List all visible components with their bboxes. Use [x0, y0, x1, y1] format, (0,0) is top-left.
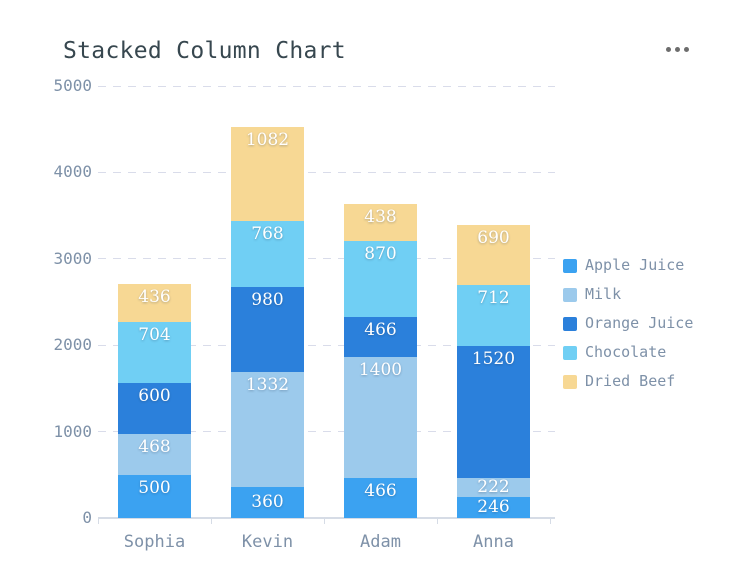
bar-segment-milk-anna[interactable]: 222	[457, 476, 530, 497]
value-label: 500	[138, 477, 171, 498]
bar-segment-orange-juice-adam[interactable]: 466	[344, 316, 417, 357]
ellipsis-icon	[683, 46, 689, 52]
value-label: 246	[477, 496, 510, 517]
legend-label: Milk	[585, 285, 622, 303]
x-axis-line	[98, 517, 555, 519]
legend-swatch	[563, 287, 577, 302]
ellipsis-icon	[674, 46, 680, 52]
gridline-2000	[98, 344, 555, 346]
value-label: 870	[364, 244, 397, 265]
y-axis-label: 4000	[53, 162, 92, 182]
value-label: 1332	[245, 374, 290, 395]
chart-legend: Apple Juice Milk Orange Juice Chocolate Drie…	[563, 258, 693, 403]
value-label: 1082	[245, 130, 290, 151]
bar-segment-orange-juice-anna[interactable]: 1520	[457, 346, 530, 478]
x-axis-label-anna: Anna	[473, 532, 514, 552]
value-label: 360	[251, 491, 284, 512]
value-label: 222	[477, 476, 510, 497]
value-label: 436	[138, 287, 171, 308]
bar-segment-apple-juice-adam[interactable]: 466	[344, 477, 417, 518]
bar-segment-apple-juice-anna[interactable]: 246	[457, 496, 530, 518]
value-label: 438	[364, 206, 397, 227]
legend-item-milk[interactable]: Milk	[563, 287, 693, 302]
x-axis-label-adam: Adam	[360, 532, 401, 552]
legend-label: Orange Juice	[585, 314, 694, 332]
legend-item-orange-juice[interactable]: Orange Juice	[563, 316, 693, 331]
value-label: 768	[251, 223, 284, 244]
y-axis-label: 2000	[53, 335, 92, 355]
x-axis-tick	[98, 518, 99, 524]
value-label: 466	[364, 319, 397, 340]
value-label: 466	[364, 480, 397, 501]
value-label: 600	[138, 385, 171, 406]
value-label: 704	[138, 324, 171, 345]
value-label: 980	[251, 290, 284, 311]
value-label: 468	[138, 437, 171, 458]
bar-segment-chocolate-adam[interactable]: 870	[344, 241, 417, 317]
bar-segment-milk-kevin[interactable]: 1332	[231, 371, 304, 487]
bar-segment-chocolate-sophia[interactable]: 704	[118, 321, 191, 383]
legend-swatch	[563, 374, 577, 389]
bar-segment-dried-beef-kevin[interactable]: 1082	[231, 127, 304, 221]
x-axis-label-kevin: Kevin	[241, 532, 294, 552]
legend-swatch	[563, 258, 577, 273]
value-label: 712	[477, 287, 510, 308]
bar-segment-chocolate-anna[interactable]: 712	[457, 284, 530, 347]
x-axis-tick	[211, 518, 212, 524]
ellipsis-icon	[665, 46, 671, 52]
bar-segment-chocolate-kevin[interactable]: 768	[231, 220, 304, 288]
x-axis-label-sophia: Sophia	[123, 532, 186, 552]
bar-segment-apple-juice-sophia[interactable]: 500	[118, 474, 191, 518]
y-axis-label: 3000	[53, 248, 92, 268]
legend-swatch	[563, 345, 577, 360]
legend-item-chocolate[interactable]: Chocolate	[563, 345, 693, 360]
legend-item-dried-beef[interactable]: Dried Beef	[563, 374, 693, 389]
y-axis-label: 0	[82, 508, 92, 527]
x-axis-tick	[324, 518, 325, 524]
bar-segment-apple-juice-kevin[interactable]: 360	[231, 486, 304, 518]
gridline-4000	[98, 171, 555, 173]
y-axis-label: 5000	[53, 76, 92, 95]
gridline-5000	[98, 85, 555, 87]
bar-segment-milk-sophia[interactable]: 468	[118, 434, 191, 475]
x-axis-tick	[437, 518, 438, 524]
bar-segment-dried-beef-sophia[interactable]: 436	[118, 284, 191, 322]
legend-label: Dried Beef	[585, 372, 676, 390]
gridline-1000	[98, 431, 555, 433]
bar-segment-dried-beef-anna[interactable]: 690	[457, 225, 530, 285]
bar-segment-orange-juice-kevin[interactable]: 980	[231, 287, 304, 372]
value-label: 1400	[358, 359, 403, 380]
bar-segment-orange-juice-sophia[interactable]: 600	[118, 382, 191, 435]
y-axis-label: 1000	[53, 421, 92, 441]
bar-segment-dried-beef-adam[interactable]: 438	[344, 203, 417, 242]
value-label: 1520	[471, 349, 516, 370]
more-options-button[interactable]	[658, 38, 696, 60]
legend-label: Chocolate	[585, 343, 667, 361]
legend-item-apple-juice[interactable]: Apple Juice	[563, 258, 693, 273]
x-axis-tick	[550, 518, 551, 524]
value-label: 690	[477, 228, 510, 249]
legend-swatch	[563, 316, 577, 331]
gridline-3000	[98, 258, 555, 260]
bar-segment-milk-adam[interactable]: 1400	[344, 356, 417, 478]
legend-label: Apple Juice	[585, 256, 685, 274]
chart-title: Stacked Column Chart	[63, 38, 346, 64]
